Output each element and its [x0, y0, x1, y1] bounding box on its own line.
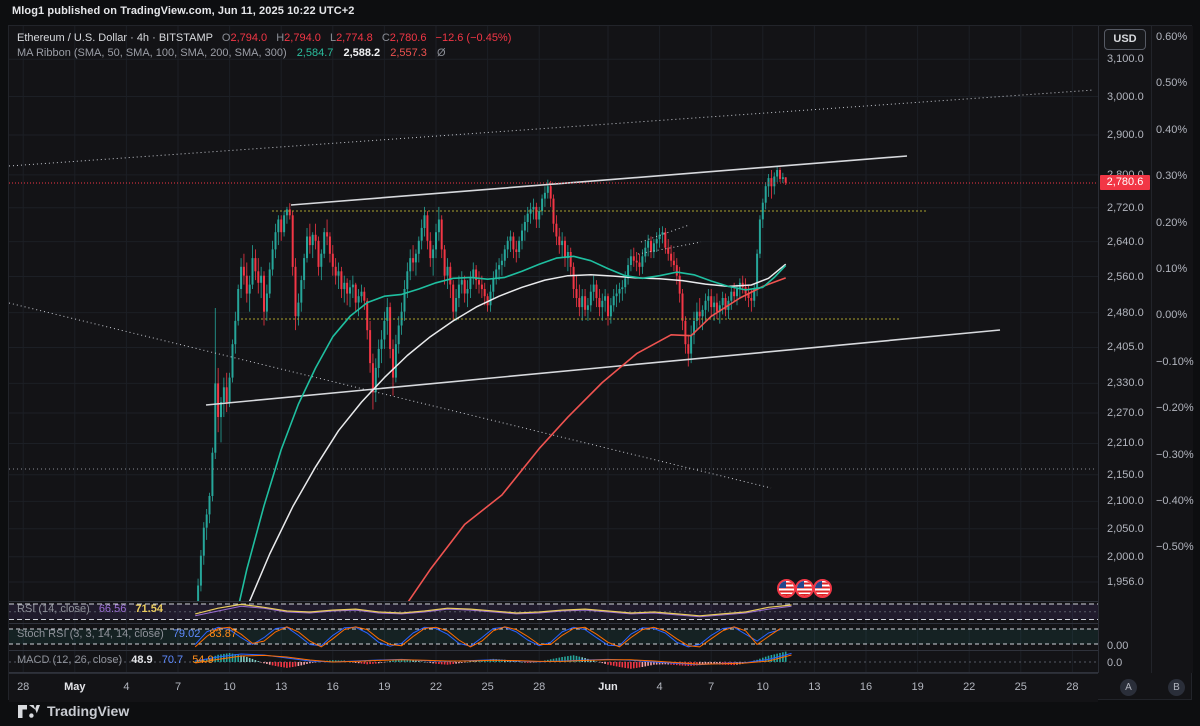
- price-axis-label: 2,900.0: [1107, 128, 1144, 141]
- time-axis-label: 7: [708, 681, 715, 693]
- tradingview-logo-icon: [18, 704, 40, 718]
- time-axis-label: 19: [378, 681, 391, 693]
- time-axis-label: 19: [911, 681, 924, 693]
- us-flag-event-icon[interactable]: [777, 579, 796, 598]
- price-axis-label: 2,100.0: [1107, 495, 1144, 508]
- last-price-tag: 2,780.6: [1100, 175, 1150, 190]
- percent-axis-label: 0.30%: [1156, 170, 1188, 183]
- time-axis-label: 22: [963, 681, 976, 693]
- main-chart-plot[interactable]: [9, 26, 1098, 673]
- price-axis-label: 2,150.0: [1107, 468, 1144, 481]
- us-flag-event-icon[interactable]: [813, 579, 832, 598]
- sma200-value: 2,557.3: [390, 47, 427, 59]
- sma300-value: Ø: [436, 47, 446, 59]
- time-axis-label: 16: [326, 681, 339, 693]
- rsi-value: 66.56: [98, 603, 127, 615]
- price-axis-label: 2,210.0: [1107, 437, 1144, 450]
- time-axis-label: 4: [656, 681, 663, 693]
- macd-label: MACD (12, 26, close): [17, 654, 123, 666]
- macd-line-value: 70.7: [161, 654, 184, 666]
- percent-axis-label: 0.40%: [1156, 123, 1188, 136]
- ma-ribbon-legend[interactable]: MA Ribbon (SMA, 50, SMA, 100, SMA, 200, …: [17, 47, 446, 59]
- footer-brand-text: TradingView: [47, 703, 130, 719]
- time-axis-label: 28: [533, 681, 546, 693]
- rsi-label: RSI (14, close): [17, 603, 90, 615]
- us-flag-event-icon[interactable]: [795, 579, 814, 598]
- indicator-axis-label: 0.00: [1107, 640, 1129, 652]
- high-label: H: [276, 32, 285, 44]
- macd-legend[interactable]: MACD (12, 26, close) 48.9 70.7 54.9: [17, 654, 214, 666]
- percent-axis-label: 0.20%: [1156, 216, 1188, 229]
- time-axis-label: 13: [275, 681, 288, 693]
- time-axis[interactable]: 28 May 4 7 10 13 16 19 22 25 28 Jun 4 7 10 13 16 19 22 25 28: [9, 673, 1098, 702]
- percent-axis[interactable]: 0.60% 0.50% 0.40% 0.30% 0.20% 0.10% 0.00% −0.10…: [1151, 26, 1194, 673]
- corner-button-b[interactable]: B: [1168, 679, 1185, 696]
- time-axis-label: 16: [859, 681, 873, 693]
- high-value: 2,794.0: [284, 32, 321, 44]
- time-axis-label: Jun: [598, 681, 618, 693]
- time-axis-label: 25: [481, 681, 494, 693]
- time-axis-label: May: [64, 681, 86, 693]
- percent-axis-label: −0.40%: [1156, 495, 1194, 507]
- close-label: C: [381, 32, 390, 44]
- percent-axis-label: 0.50%: [1156, 77, 1188, 90]
- publish-note: Mlog1 published on TradingView.com, Jun …: [12, 5, 355, 17]
- open-label: O: [221, 32, 231, 44]
- time-axis-label: 22: [429, 681, 443, 693]
- percent-axis-label: −0.10%: [1156, 355, 1194, 368]
- price-axis-label: 3,000.0: [1107, 90, 1144, 103]
- time-axis-label: 10: [223, 681, 236, 693]
- price-axis[interactable]: USD 3,100.03,000.02,900.02,800.02,720.02…: [1098, 26, 1152, 673]
- currency-toggle-button[interactable]: USD: [1104, 29, 1146, 50]
- price-axis-label: 3,100.0: [1107, 53, 1144, 66]
- time-axis-label: 25: [1014, 681, 1027, 693]
- time-axis-label: 7: [174, 681, 182, 693]
- time-axis-label: 28: [1066, 681, 1079, 693]
- price-axis-label: 2,330.0: [1107, 377, 1144, 390]
- stoch-d-value: 83.87: [209, 628, 237, 640]
- percent-axis-label: −0.30%: [1156, 448, 1194, 461]
- time-axis-label: 4: [123, 681, 130, 693]
- stoch-rsi-legend[interactable]: Stoch RSI (3, 3, 14, 14, close) 79.02 83…: [17, 628, 237, 640]
- price-axis-label: 2,480.0: [1107, 306, 1144, 319]
- tradingview-footer[interactable]: TradingView: [18, 703, 129, 719]
- price-axis-label: 2,270.0: [1107, 407, 1144, 420]
- change-value: −12.6 (−0.45%): [435, 32, 512, 44]
- low-label: L: [329, 32, 337, 44]
- percent-axis-label: −0.20%: [1156, 402, 1194, 415]
- percent-axis-label: 0.60%: [1156, 31, 1188, 43]
- price-axis-label: 2,640.0: [1107, 235, 1144, 248]
- stoch-label: Stoch RSI (3, 3, 14, 14, close): [17, 628, 164, 640]
- sma100-value: 2,588.2: [343, 47, 381, 59]
- price-axis-label: 2,560.0: [1107, 270, 1144, 283]
- percent-axis-label: 0.10%: [1156, 263, 1188, 275]
- price-axis-label: 2,000.0: [1107, 550, 1144, 563]
- close-value: 2,780.6: [389, 32, 427, 44]
- time-axis-label: 13: [808, 681, 821, 693]
- ma-ribbon-label: MA Ribbon (SMA, 50, SMA, 100, SMA, 200, …: [17, 47, 287, 59]
- macd-hist-value: 48.9: [131, 654, 153, 666]
- low-value: 2,774.8: [336, 32, 373, 44]
- time-axis-label: 28: [17, 681, 30, 693]
- chart-frame: Ethereum / U.S. Dollar · 4h · BITSTAMP O…: [8, 25, 1194, 702]
- open-value: 2,794.0: [230, 32, 268, 44]
- symbol-title: Ethereum / U.S. Dollar · 4h · BITSTAMP: [17, 32, 213, 44]
- indicator-axis-label: 0.0: [1107, 657, 1123, 669]
- symbol-legend[interactable]: Ethereum / U.S. Dollar · 4h · BITSTAMP O…: [17, 32, 511, 44]
- rsi-legend[interactable]: RSI (14, close) 66.56 71.54: [17, 603, 163, 615]
- sma50-value: 2,584.7: [296, 47, 334, 59]
- percent-axis-label: −0.50%: [1156, 541, 1194, 554]
- corner-button-a[interactable]: A: [1120, 679, 1137, 696]
- price-axis-label: 2,720.0: [1107, 201, 1144, 214]
- time-axis-label: 10: [756, 681, 769, 693]
- price-axis-label: 2,050.0: [1107, 522, 1144, 535]
- percent-axis-label: 0.00%: [1156, 309, 1188, 322]
- stoch-k-value: 79.02: [172, 628, 201, 640]
- rsi-ma-value: 71.54: [135, 603, 163, 615]
- macd-signal-value: 54.9: [192, 654, 214, 666]
- price-axis-label: 2,405.0: [1107, 341, 1144, 354]
- price-axis-label: 1,956.0: [1107, 576, 1144, 589]
